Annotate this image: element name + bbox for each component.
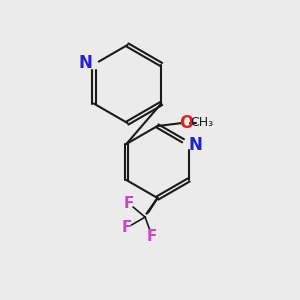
Text: N: N xyxy=(188,136,202,154)
Text: N: N xyxy=(78,54,92,72)
Text: F: F xyxy=(122,220,132,235)
Text: CH₃: CH₃ xyxy=(190,116,213,130)
Text: F: F xyxy=(124,196,134,211)
Text: F: F xyxy=(147,230,158,244)
Text: O: O xyxy=(179,114,194,132)
